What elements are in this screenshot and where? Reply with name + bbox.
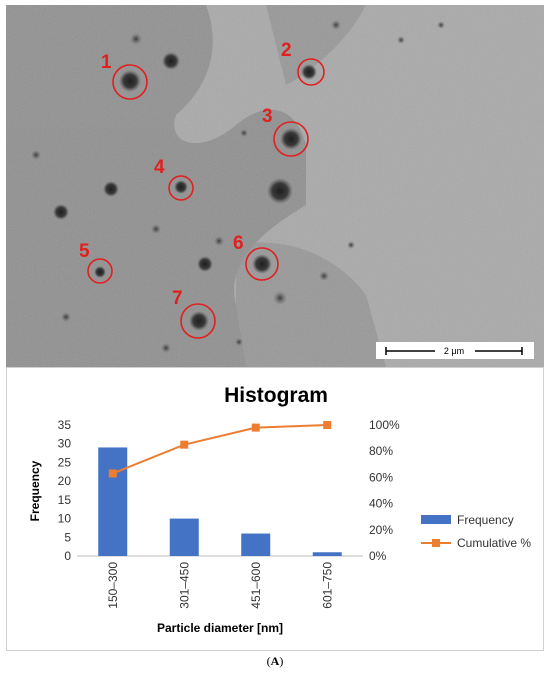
- legend-marker-cumulative: [432, 539, 440, 547]
- x-tick-label: 150–300: [106, 562, 120, 609]
- cumulative-point-3: [251, 423, 260, 432]
- panel-caption: (A): [266, 654, 284, 668]
- y-tick-label: 25: [58, 455, 72, 469]
- y-tick-label: 20: [58, 474, 72, 488]
- x-tick-label: 301–450: [177, 562, 191, 609]
- cumulative-point-2: [180, 440, 189, 449]
- bar-3: [241, 533, 271, 556]
- histogram-svg: Histogram 0 5 10 15 20 25 30 35 0% 20% 40% 60% 80% 100…: [28, 384, 531, 635]
- y-tick-label: 30: [58, 437, 72, 451]
- y-tick-label: 0: [64, 549, 71, 563]
- particle-marker-3: [273, 121, 309, 157]
- particle-label-1: 1: [101, 52, 112, 73]
- cumulative-point-4: [323, 421, 332, 429]
- particle-marker-1: [112, 64, 148, 100]
- x-tick-label: 451–600: [249, 562, 263, 609]
- particle-marker-2: [297, 58, 325, 86]
- legend-label-frequency: Frequency: [457, 513, 514, 527]
- legend-label-cumulative: Cumulative %: [457, 536, 531, 550]
- particle-label-2: 2: [281, 40, 292, 61]
- bar-4: [312, 552, 342, 556]
- particle-label-4: 4: [154, 157, 165, 178]
- scale-bar: 2 μm: [376, 342, 534, 359]
- particle-marker-4: [168, 175, 194, 201]
- y2-tick-label: 40%: [369, 497, 393, 511]
- y-tick-label: 10: [58, 512, 72, 526]
- y-tick-label: 35: [58, 418, 72, 432]
- histogram-chart: Histogram 0 5 10 15 20 25 30 35 0% 20% 40% 60% 80% 100…: [6, 367, 544, 651]
- particle-marker-6: [245, 247, 279, 281]
- y2-tick-label: 100%: [369, 418, 400, 432]
- cumulative-point-1: [108, 469, 117, 478]
- bar-2: [169, 518, 199, 556]
- particle-marker-5: [87, 258, 113, 284]
- bar-1: [98, 447, 128, 556]
- y-tick-label: 5: [64, 530, 71, 544]
- particle-labels: 1 2 3 4 5 6 7: [79, 40, 292, 309]
- y2-tick-label: 0%: [369, 549, 387, 563]
- legend-swatch-frequency: [421, 515, 451, 524]
- particle-label-3: 3: [262, 106, 273, 127]
- particle-label-6: 6: [233, 233, 244, 254]
- scale-bar-label: 2 μm: [444, 346, 464, 356]
- tem-micrograph: 1 2 3 4 5 6 7 2 μm: [6, 5, 544, 367]
- particle-label-7: 7: [172, 288, 183, 309]
- particles: [31, 20, 445, 353]
- y2-tick-label: 80%: [369, 444, 393, 458]
- particle-label-5: 5: [79, 241, 90, 262]
- particle-markers: [87, 58, 325, 339]
- x-tick-label: 601–750: [320, 562, 334, 609]
- y-axis-label: Frequency: [28, 460, 42, 521]
- y2-tick-label: 60%: [369, 470, 393, 484]
- y-tick-label: 15: [58, 493, 72, 507]
- x-axis-label: Particle diameter [nm]: [157, 621, 283, 635]
- y2-tick-label: 20%: [369, 523, 393, 537]
- panel-label: A: [270, 654, 280, 668]
- cumulative-line: [112, 424, 328, 475]
- particle-marker-7: [180, 303, 216, 339]
- chart-title: Histogram: [224, 384, 328, 407]
